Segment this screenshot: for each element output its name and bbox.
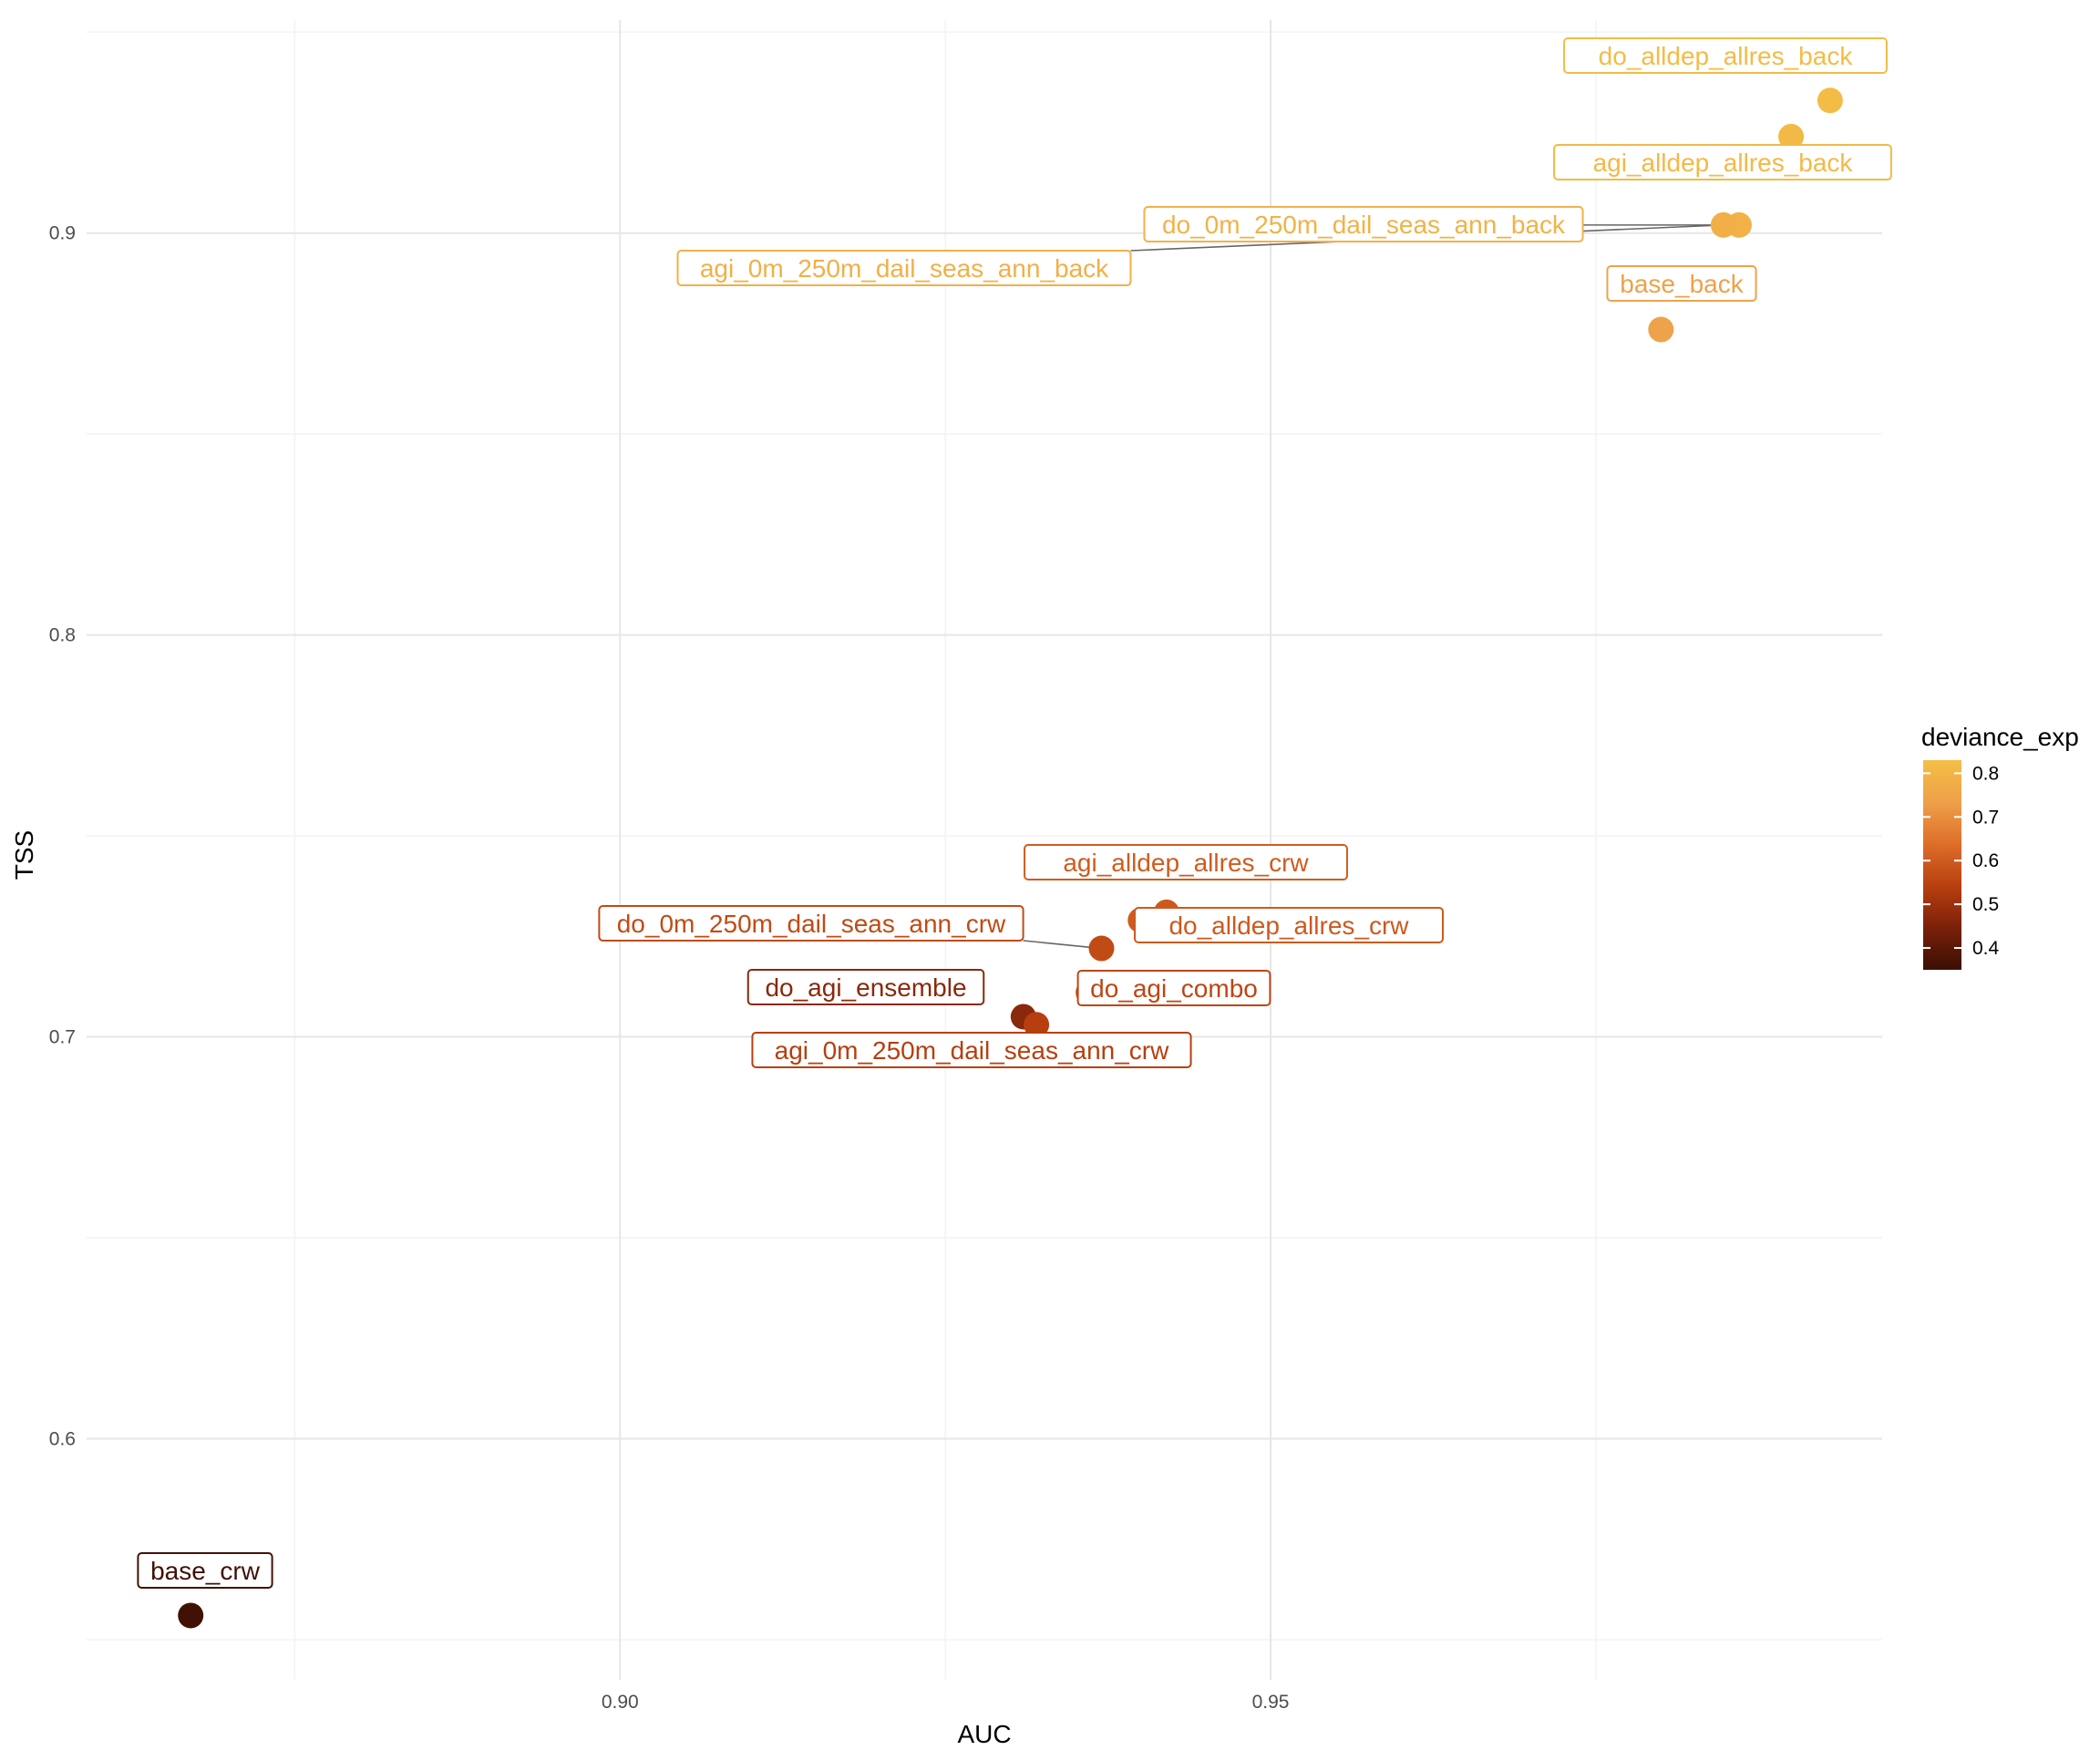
label-leader-lines	[1023, 224, 1739, 950]
leader-line	[1023, 940, 1102, 950]
point-label-box	[1563, 37, 1888, 74]
point-label-text: do_alldep_allres_crw	[1168, 911, 1409, 940]
point-label-box	[1606, 265, 1757, 302]
point-label-text: base_back	[1620, 270, 1744, 298]
point-label: agi_alldep_allres_crw	[1024, 844, 1348, 880]
point-label: do_0m_250m_dail_seas_ann_back	[1143, 206, 1584, 242]
data-points	[178, 88, 1843, 1629]
legend-tick-label: 0.7	[1972, 807, 1999, 828]
x-axis-ticks: 0.90 0.95	[602, 1692, 1290, 1713]
point-label-text: do_0m_250m_dail_seas_ann_back	[1162, 211, 1566, 239]
point-label: do_alldep_allres_crw	[1134, 907, 1444, 943]
point-label-box	[137, 1552, 273, 1589]
point-label: do_0m_250m_dail_seas_ann_crw	[598, 905, 1024, 942]
point-label-text: agi_0m_250m_dail_seas_ann_crw	[775, 1036, 1170, 1065]
data-point	[1778, 123, 1805, 149]
data-point	[178, 1602, 204, 1629]
point-label-box	[746, 969, 985, 1005]
point-label: agi_0m_250m_dail_seas_ann_back	[676, 250, 1132, 286]
y-tick-label: 0.6	[49, 1428, 76, 1449]
point-label: do_alldep_allres_back	[1563, 37, 1888, 74]
legend-title: deviance_exp	[1921, 723, 2079, 751]
point-labels: do_alldep_allres_back agi_alldep_allres_b…	[137, 37, 1892, 1589]
point-label-box	[676, 250, 1132, 286]
legend-ticks: 0.4 0.5 0.6 0.7 0.8	[1923, 763, 2000, 959]
point-label-text: agi_alldep_allres_back	[1593, 149, 1854, 177]
color-legend: deviance_exp 0.4 0.5 0.6 0.7 0.8	[1921, 723, 2079, 970]
point-label-text: do_agi_ensemble	[765, 973, 966, 1002]
point-label-text: do_alldep_allres_back	[1599, 42, 1854, 70]
point-label-text: agi_alldep_allres_crw	[1063, 849, 1309, 877]
legend-tick-label: 0.8	[1972, 763, 1999, 784]
y-axis-title: TSS	[10, 830, 38, 880]
y-tick-label: 0.9	[49, 223, 76, 244]
legend-colorbar	[1923, 760, 1961, 970]
point-label: agi_alldep_allres_back	[1553, 144, 1892, 180]
legend-tick-label: 0.5	[1972, 894, 1999, 915]
data-point	[1088, 935, 1115, 962]
point-label-box	[598, 905, 1024, 942]
point-label-text: do_agi_combo	[1090, 974, 1258, 1003]
point-label: base_back	[1606, 265, 1757, 302]
point-label: do_agi_combo	[1076, 970, 1271, 1006]
data-point	[1817, 88, 1843, 114]
point-label-box	[1134, 907, 1444, 943]
point-label: agi_0m_250m_dail_seas_ann_crw	[751, 1032, 1192, 1068]
y-axis-ticks: 0.6 0.7 0.8 0.9	[49, 223, 76, 1450]
legend-tick-label: 0.6	[1972, 850, 1999, 871]
point-label-box	[1553, 144, 1892, 180]
y-tick-label: 0.8	[49, 625, 76, 646]
point-label-box	[1076, 970, 1271, 1006]
data-point	[1024, 1012, 1050, 1038]
data-point	[1648, 316, 1674, 343]
point-label-text: agi_0m_250m_dail_seas_ann_back	[700, 254, 1109, 283]
point-label-box	[751, 1032, 1192, 1068]
legend-tick-label: 0.4	[1972, 938, 2000, 959]
point-label-box	[1143, 206, 1584, 242]
point-label: base_crw	[137, 1552, 273, 1589]
x-tick-label: 0.95	[1252, 1692, 1290, 1713]
point-label-box	[1024, 844, 1348, 880]
x-tick-label: 0.90	[602, 1692, 639, 1713]
x-axis-title: AUC	[957, 1720, 1011, 1748]
point-label-text: base_crw	[150, 1557, 261, 1585]
point-label: do_agi_ensemble	[746, 969, 985, 1005]
y-tick-label: 0.7	[49, 1027, 76, 1048]
data-point	[1710, 211, 1736, 238]
point-label-text: do_0m_250m_dail_seas_ann_crw	[617, 910, 1006, 938]
